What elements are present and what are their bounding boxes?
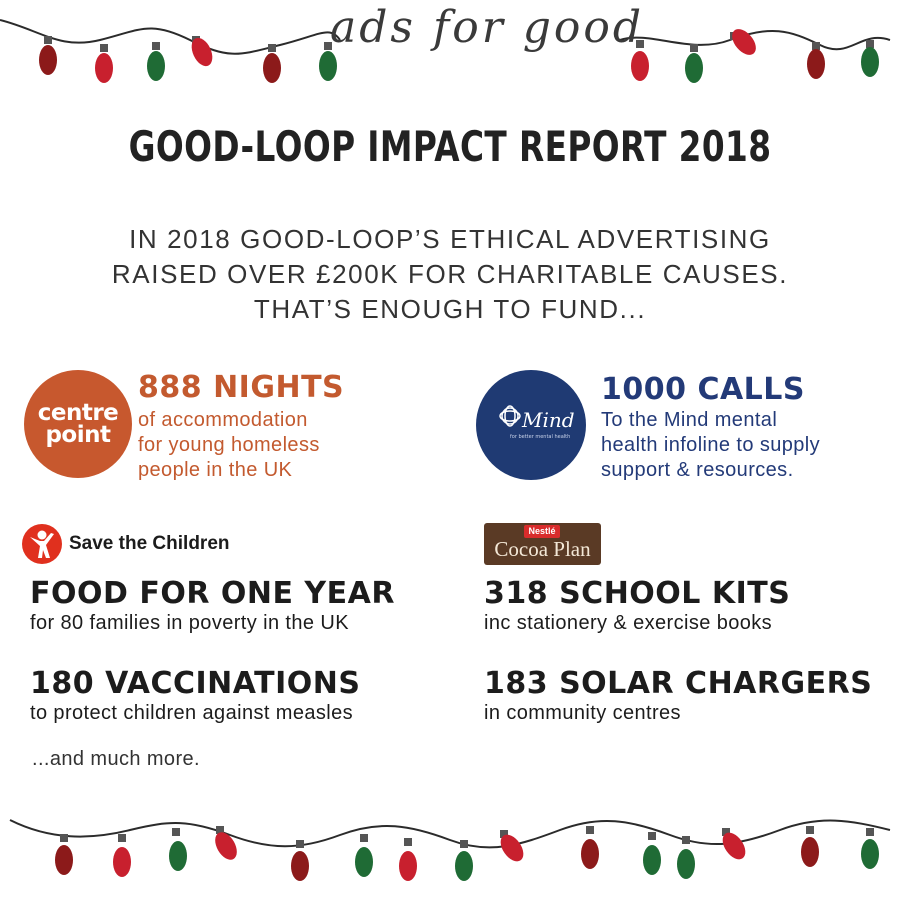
bulb-icon bbox=[113, 834, 131, 877]
bulb-icon bbox=[643, 832, 661, 875]
bulb-icon bbox=[319, 42, 337, 81]
cocoa-plan-logo: Nestlé Cocoa Plan bbox=[484, 523, 601, 565]
save-the-children-logo: Save the Children bbox=[22, 521, 230, 567]
save-the-children-logo-text: Save the Children bbox=[69, 533, 230, 554]
solar-chargers-description: in community centres bbox=[484, 702, 681, 724]
bulb-icon bbox=[631, 40, 649, 81]
vaccinations-headline: 180 VACCINATIONS bbox=[30, 666, 361, 701]
mind-logo-tagline: for better mental health bbox=[510, 434, 571, 440]
bulb-icon bbox=[55, 834, 73, 875]
food-description: for 80 families in poverty in the UK bbox=[30, 612, 349, 634]
bulb-icon bbox=[215, 826, 237, 860]
bulb-icon bbox=[500, 830, 524, 862]
bulb-icon bbox=[191, 36, 213, 67]
bulb-icon bbox=[807, 42, 825, 79]
bulb-icon bbox=[722, 828, 746, 860]
mind-headline: 1000 CALLS bbox=[601, 372, 806, 407]
bulb-icon bbox=[455, 840, 473, 881]
bulb-icon bbox=[169, 828, 187, 871]
nestle-badge: Nestlé bbox=[524, 525, 560, 538]
ads-for-good-script-logo: ads for good bbox=[330, 2, 645, 53]
intro-text: IN 2018 GOOD-LOOP’S ETHICAL ADVERTISING … bbox=[40, 222, 860, 327]
cocoa-plan-logo-text: Cocoa Plan bbox=[494, 537, 591, 561]
mind-description: To the Mind mental health infoline to su… bbox=[601, 409, 821, 481]
bulb-icon bbox=[399, 838, 417, 881]
bulb-icon bbox=[291, 840, 309, 881]
bulb-icon bbox=[39, 36, 57, 75]
centrepoint-logo: centre point bbox=[24, 370, 132, 478]
and-much-more-note: ...and much more. bbox=[32, 748, 200, 770]
intro-line: IN 2018 GOOD-LOOP’S ETHICAL ADVERTISING bbox=[129, 224, 771, 254]
bulb-icon bbox=[730, 29, 756, 55]
bulb-icon bbox=[861, 40, 879, 77]
bulb-icon bbox=[581, 826, 599, 869]
vaccinations-description: to protect children against measles bbox=[30, 702, 354, 724]
page-title: GOOD-LOOP IMPACT REPORT 2018 bbox=[128, 122, 772, 171]
mind-flower-icon bbox=[499, 405, 521, 427]
intro-line: RAISED OVER £200K FOR CHARITABLE CAUSES. bbox=[111, 259, 789, 289]
fairy-lights-bottom-decoration bbox=[9, 819, 891, 881]
mind-logo-wordmark: Mind bbox=[522, 408, 575, 432]
centrepoint-headline: 888 NIGHTS bbox=[138, 370, 345, 405]
bulb-icon bbox=[263, 44, 281, 83]
child-figure-icon bbox=[22, 524, 62, 564]
bulb-icon bbox=[95, 44, 113, 83]
bulb-icon bbox=[801, 826, 819, 867]
centrepoint-logo-text: point bbox=[45, 422, 111, 448]
centrepoint-description: of accommodation for young homeless peop… bbox=[138, 409, 320, 481]
school-kits-description: inc stationery & exercise books bbox=[484, 612, 773, 634]
fairy-lights-top-decoration bbox=[0, 19, 891, 83]
bulb-icon bbox=[685, 44, 703, 83]
school-kits-headline: 318 SCHOOL KITS bbox=[484, 576, 791, 611]
bulb-icon bbox=[677, 836, 695, 879]
mind-logo: Mind for better mental health bbox=[476, 370, 586, 480]
centrepoint-logo-text: centre bbox=[37, 400, 119, 426]
intro-line: THAT’S ENOUGH TO FUND... bbox=[253, 294, 647, 324]
solar-chargers-headline: 183 SOLAR CHARGERS bbox=[484, 666, 873, 701]
bulb-icon bbox=[147, 42, 165, 81]
bulb-icon bbox=[861, 828, 879, 869]
bulb-icon bbox=[355, 834, 373, 877]
food-headline: FOOD FOR ONE YEAR bbox=[30, 576, 395, 611]
